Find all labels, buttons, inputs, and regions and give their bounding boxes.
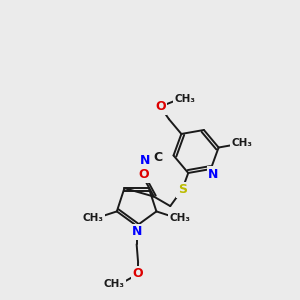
Text: O: O xyxy=(133,267,143,280)
Text: CH₃: CH₃ xyxy=(232,138,253,148)
Text: CH₃: CH₃ xyxy=(103,279,124,289)
Text: CH₃: CH₃ xyxy=(170,213,191,223)
Text: N: N xyxy=(131,225,142,238)
Text: CH₃: CH₃ xyxy=(82,213,103,223)
Text: O: O xyxy=(155,100,166,113)
Text: N: N xyxy=(140,154,150,166)
Text: O: O xyxy=(138,168,149,182)
Text: CH₃: CH₃ xyxy=(174,94,195,104)
Text: N: N xyxy=(208,168,218,181)
Text: S: S xyxy=(178,183,187,196)
Text: C: C xyxy=(154,151,163,164)
